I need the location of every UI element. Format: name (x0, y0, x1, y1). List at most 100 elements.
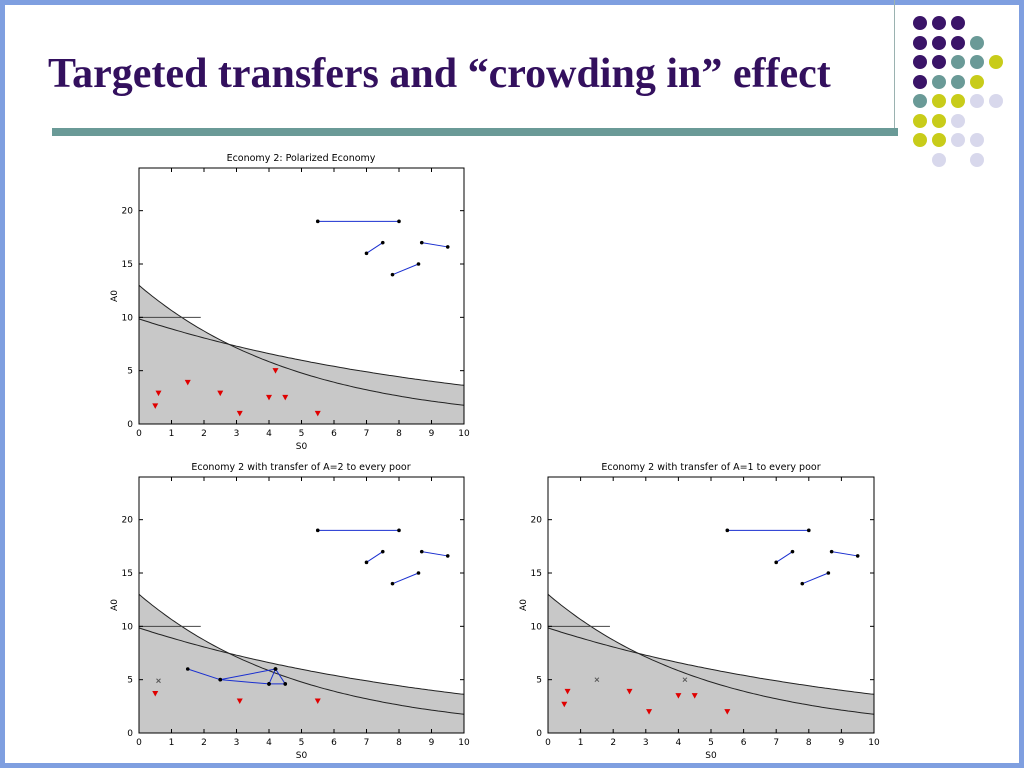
x-tick-label: 3 (234, 738, 240, 748)
boundary-curve-steep (138, 284, 465, 406)
x-tick-label: 3 (234, 429, 240, 439)
poor-link (268, 668, 276, 685)
rich-link (831, 551, 858, 557)
x-tick-label: 5 (299, 429, 305, 439)
linked-point (283, 682, 288, 686)
rich-link (366, 551, 384, 563)
poor-point (675, 693, 682, 699)
poor-link (275, 668, 286, 685)
rich-point (800, 581, 805, 586)
poor-link (220, 679, 270, 685)
y-tick-label: 10 (122, 622, 134, 632)
linked-point (273, 667, 278, 671)
x-tick-label: 8 (806, 738, 812, 748)
linked-point (218, 677, 223, 682)
rich-point (390, 272, 395, 277)
poor-point (155, 390, 162, 397)
y-tick-label: 20 (531, 516, 543, 526)
poor-point (646, 709, 653, 715)
rich-point (790, 549, 795, 554)
rich-point (774, 560, 778, 565)
y-tick-label: 5 (127, 367, 133, 377)
poor-point (217, 390, 224, 397)
x-tick-label: 1 (169, 738, 175, 748)
poor-point (314, 698, 321, 704)
rich-link (392, 263, 419, 276)
x-tick-label: 10 (868, 738, 880, 748)
y-tick-label: 0 (536, 729, 542, 739)
y-tick-label: 10 (531, 622, 543, 632)
chart-title: Economy 2 with transfer of A=1 to every … (601, 462, 820, 473)
rich-point (829, 549, 834, 554)
x-tick-label: 4 (266, 738, 272, 748)
x-tick-label: 0 (545, 738, 551, 748)
x-axis-label: S0 (296, 442, 308, 452)
transferred-point (682, 677, 688, 683)
rich-link (421, 551, 448, 557)
poor-point (724, 709, 731, 715)
y-axis-label: A0 (519, 599, 529, 611)
x-tick-label: 7 (773, 738, 779, 748)
rich-point (380, 549, 385, 554)
x-tick-label: 8 (396, 738, 402, 748)
boundary-curve-flat (138, 318, 465, 386)
x-tick-label: 10 (458, 738, 470, 748)
rich-point (416, 262, 421, 266)
poor-point (152, 691, 159, 697)
linked-point (267, 682, 271, 686)
x-tick-label: 9 (429, 738, 435, 748)
y-tick-label: 15 (531, 569, 542, 579)
poor-point (152, 403, 159, 409)
poor-point (626, 688, 633, 695)
corner-divider (894, 0, 895, 130)
x-tick-label: 6 (741, 738, 747, 748)
rich-point (419, 549, 424, 554)
x-tick-label: 4 (676, 738, 682, 748)
x-tick-label: 5 (299, 738, 305, 748)
rich-point (364, 560, 369, 565)
y-tick-label: 5 (127, 676, 133, 686)
poor-point (561, 701, 568, 708)
rich-point (416, 571, 421, 575)
feasible-region (548, 594, 874, 733)
poor-point (314, 410, 321, 417)
rich-point (725, 528, 730, 533)
rich-point (397, 528, 401, 533)
x-tick-label: 5 (708, 738, 714, 748)
poor-point (282, 394, 289, 401)
rich-point (380, 240, 385, 245)
x-tick-label: 6 (331, 738, 337, 748)
x-tick-label: 2 (201, 429, 207, 439)
x-axis-label: S0 (705, 751, 717, 761)
rich-link (366, 242, 384, 254)
x-axis-label: S0 (296, 751, 308, 761)
y-tick-label: 15 (122, 569, 133, 579)
x-tick-label: 4 (266, 429, 272, 439)
boundary-curve-flat (138, 627, 465, 695)
rich-link (802, 572, 829, 585)
rich-point (807, 528, 811, 533)
feasible-region (139, 285, 464, 424)
poor-point (236, 698, 243, 704)
x-tick-label: 9 (839, 738, 845, 748)
chart-2: 0 1 2 3 4 5 6 7 8 9 10 0 5 10 15 20 Economy 2 with trans… (110, 462, 470, 761)
x-tick-label: 9 (429, 429, 435, 439)
chart-title: Economy 2 with transfer of A=2 to every … (191, 462, 410, 473)
slide-title: Targeted transfers and “crowding in” eff… (48, 51, 831, 97)
y-axis-label: A0 (110, 290, 120, 302)
rich-link (421, 242, 448, 248)
y-tick-label: 0 (127, 729, 133, 739)
y-tick-label: 5 (536, 676, 542, 686)
x-tick-label: 6 (331, 429, 337, 439)
rich-point (315, 219, 320, 224)
x-tick-label: 3 (643, 738, 649, 748)
y-tick-label: 20 (122, 516, 134, 526)
transferred-point (594, 677, 600, 683)
chart-3: 0 1 2 3 4 5 6 7 8 9 10 0 5 10 15 20 Economy 2 with trans… (519, 462, 880, 761)
poor-link (220, 668, 276, 681)
rich-point (390, 581, 395, 586)
boundary-curve-steep (547, 593, 875, 715)
chart-1: 0 1 2 3 4 5 6 7 8 9 10 0 5 10 15 20 Economy 2: Polarized… (110, 153, 470, 452)
